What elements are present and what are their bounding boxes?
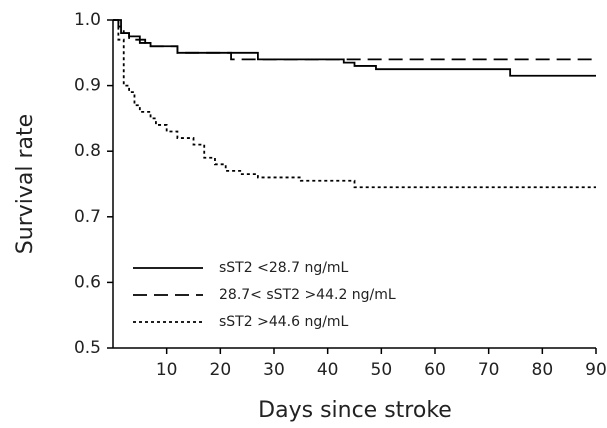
x-tick-label: 70 xyxy=(478,360,500,380)
x-axis-label: Days since stroke xyxy=(258,398,452,423)
x-tick-label: 60 xyxy=(424,360,446,380)
y-tick-label: 0.6 xyxy=(74,272,101,292)
y-tick-label: 0.8 xyxy=(74,141,101,161)
x-tick-label: 40 xyxy=(317,360,339,380)
legend-label: sST2 <28.7 ng/mL xyxy=(219,260,349,276)
x-tick-label: 50 xyxy=(371,360,393,380)
survival-curve xyxy=(113,19,596,61)
legend-label: sST2 >44.6 ng/mL xyxy=(219,314,349,330)
x-tick-label: 10 xyxy=(156,360,178,380)
y-tick-label: 0.9 xyxy=(74,76,101,96)
x-tick-label: 90 xyxy=(585,360,607,380)
x-tick-label: 30 xyxy=(263,360,285,380)
survival-curve xyxy=(113,19,596,189)
x-tick-label: 20 xyxy=(210,360,232,380)
x-tick-label: 80 xyxy=(532,360,554,380)
survival-curve xyxy=(113,19,596,77)
legend-label: 28.7< sST2 >44.2 ng/mL xyxy=(219,287,396,303)
y-tick-label: 0.5 xyxy=(74,338,101,358)
y-tick-label: 0.7 xyxy=(74,207,101,227)
y-axis-label: Survival rate xyxy=(13,114,38,254)
y-tick-label: 1.0 xyxy=(74,10,101,30)
